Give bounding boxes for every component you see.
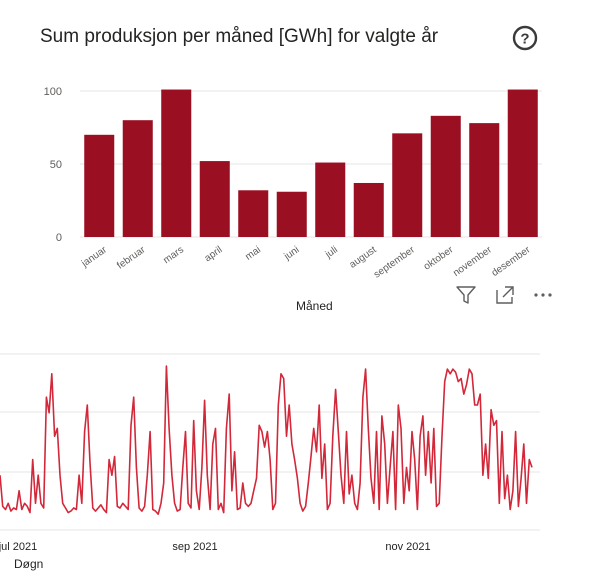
x-tick-label: januar [79, 244, 109, 270]
x-tick-label: august [348, 244, 379, 270]
x-tick-label: september [372, 244, 418, 280]
bar-september[interactable] [392, 133, 423, 237]
bar-juni[interactable] [276, 191, 307, 237]
bar-juli[interactable] [315, 162, 346, 237]
bar-oktober[interactable] [430, 115, 461, 237]
line-chart: jul 2021 sep 2021 nov 2021 [0, 353, 540, 553]
daily-production-line[interactable] [0, 365, 533, 515]
filter-icon[interactable] [455, 284, 477, 306]
bar-desember[interactable] [507, 89, 538, 237]
x-tick-label: oktober [422, 244, 456, 273]
x-tick-label: november [451, 244, 494, 279]
x-tick-label: juli [323, 244, 340, 261]
x-tick-label: desember [490, 244, 533, 279]
focus-mode-icon[interactable] [494, 284, 516, 306]
bar-chart: 0 50 100 januar februar mars april mai juni juli a… [44, 86, 542, 281]
bar-februar[interactable] [122, 120, 153, 237]
chart-title: Sum produksjon per måned [GWh] for valgt… [40, 26, 439, 47]
x-tick-label: februar [115, 244, 148, 272]
bar-mars[interactable] [161, 89, 192, 237]
bar-april[interactable] [199, 161, 230, 237]
x-tick-label: mai [243, 244, 263, 262]
x-tick-label: mars [161, 244, 186, 266]
x-tick-label: april [203, 244, 225, 264]
bar-mai[interactable] [238, 190, 269, 237]
svg-text:?: ? [520, 31, 529, 48]
help-icon[interactable]: ? [511, 24, 539, 52]
y-tick-label: 100 [44, 86, 62, 98]
x-tick-label: juni [282, 244, 302, 263]
line-x-tick-label: sep 2021 [172, 541, 217, 553]
y-tick-label: 0 [56, 232, 62, 244]
more-options-icon[interactable] [532, 284, 554, 306]
y-tick-label: 50 [50, 159, 62, 171]
line-x-tick-label: jul 2021 [0, 541, 37, 553]
bar-november[interactable] [469, 123, 500, 237]
bar-januar[interactable] [84, 134, 115, 237]
bar-august[interactable] [353, 182, 384, 237]
x-axis-title: Måned [296, 299, 333, 313]
line-x-axis-title: Døgn [14, 557, 44, 571]
line-x-tick-label: nov 2021 [385, 541, 430, 553]
